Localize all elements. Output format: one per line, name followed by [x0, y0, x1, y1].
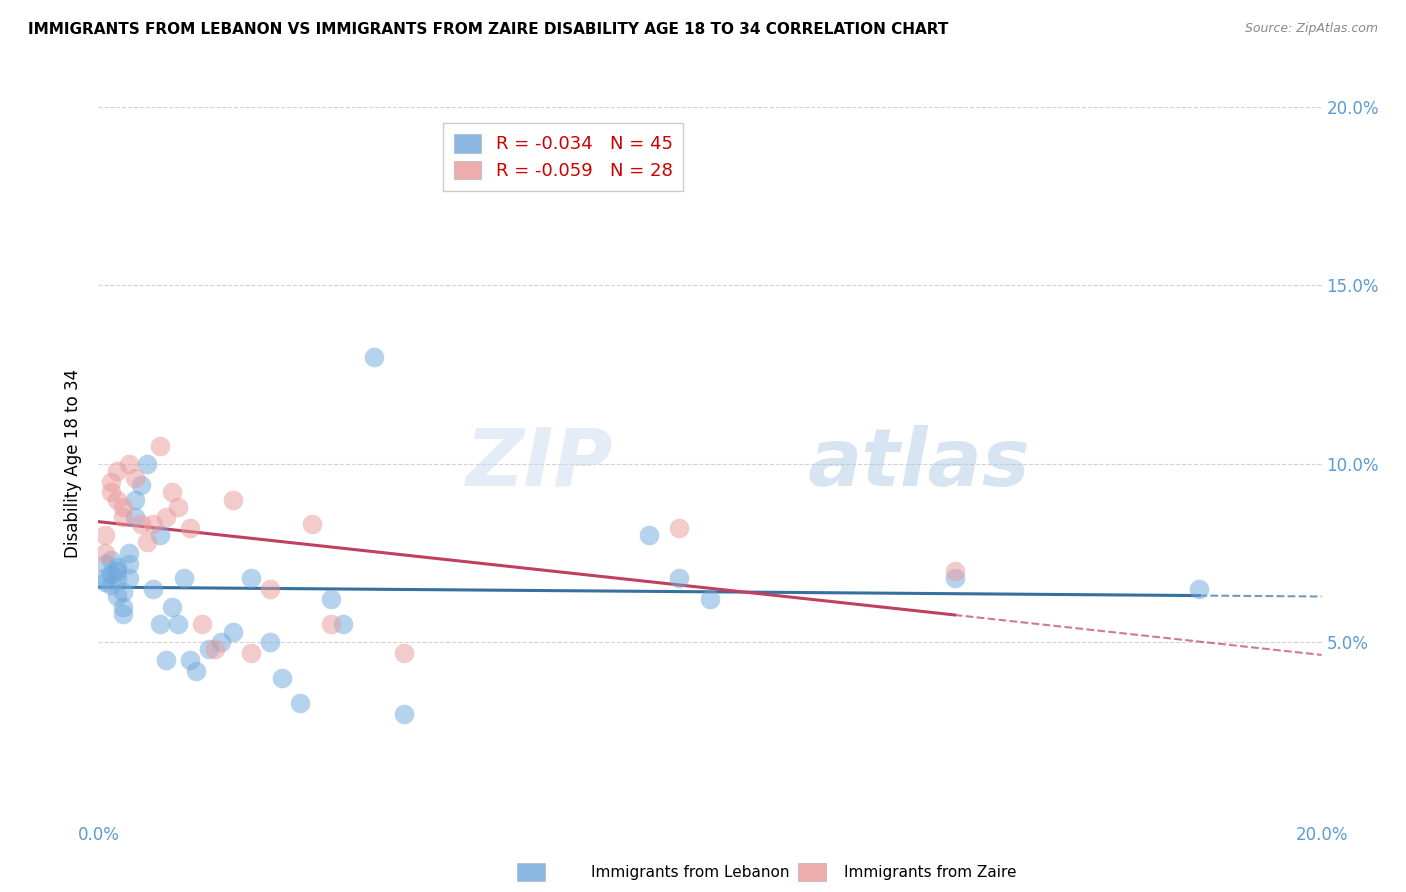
Point	[167, 500, 190, 514]
Point	[332, 617, 354, 632]
Point	[124, 471, 146, 485]
Point	[118, 546, 141, 560]
Point	[179, 653, 201, 667]
Point	[186, 664, 208, 678]
Point	[259, 635, 281, 649]
Point	[105, 464, 128, 478]
Text: ZIP: ZIP	[465, 425, 612, 503]
Point	[129, 478, 152, 492]
Point	[209, 635, 232, 649]
Point	[240, 646, 263, 660]
Point	[319, 617, 342, 632]
Point	[105, 492, 128, 507]
Point	[100, 553, 122, 567]
Y-axis label: Disability Age 18 to 34: Disability Age 18 to 34	[65, 369, 83, 558]
Point	[301, 517, 323, 532]
Legend: R = -0.034   N = 45, R = -0.059   N = 28: R = -0.034 N = 45, R = -0.059 N = 28	[443, 123, 683, 191]
Point	[118, 571, 141, 585]
Point	[124, 492, 146, 507]
Point	[111, 607, 134, 621]
Point	[943, 564, 966, 578]
Point	[160, 599, 183, 614]
Point	[270, 671, 292, 685]
Text: Source: ZipAtlas.com: Source: ZipAtlas.com	[1244, 22, 1378, 36]
Point	[191, 617, 214, 632]
Point	[149, 617, 172, 632]
Point	[111, 585, 134, 599]
Text: Immigrants from Lebanon: Immigrants from Lebanon	[591, 865, 789, 880]
Point	[111, 500, 134, 514]
Point	[93, 557, 115, 571]
Point	[222, 624, 245, 639]
Point	[136, 457, 159, 471]
Point	[124, 510, 146, 524]
Point	[668, 571, 690, 585]
Point	[105, 589, 128, 603]
Bar	[517, 863, 546, 881]
Point	[668, 521, 690, 535]
Point	[943, 571, 966, 585]
Point	[111, 599, 134, 614]
Point	[149, 439, 172, 453]
Point	[149, 528, 172, 542]
Point	[100, 485, 122, 500]
Point	[100, 578, 122, 592]
Point	[179, 521, 201, 535]
Point	[118, 557, 141, 571]
Point	[319, 592, 342, 607]
Point	[93, 528, 115, 542]
Point	[222, 492, 245, 507]
Point	[204, 642, 226, 657]
Point	[160, 485, 183, 500]
Point	[240, 571, 263, 585]
Point	[392, 706, 416, 721]
Point	[100, 567, 122, 582]
Point	[699, 592, 721, 607]
Text: atlas: atlas	[808, 425, 1031, 503]
Text: IMMIGRANTS FROM LEBANON VS IMMIGRANTS FROM ZAIRE DISABILITY AGE 18 TO 34 CORRELA: IMMIGRANTS FROM LEBANON VS IMMIGRANTS FR…	[28, 22, 949, 37]
Point	[136, 535, 159, 549]
Bar	[797, 863, 827, 881]
Point	[105, 571, 128, 585]
Point	[93, 546, 115, 560]
Point	[100, 475, 122, 489]
Point	[167, 617, 190, 632]
Point	[105, 564, 128, 578]
Point	[197, 642, 219, 657]
Point	[173, 571, 195, 585]
Point	[392, 646, 416, 660]
Point	[155, 510, 177, 524]
Point	[142, 582, 165, 596]
Point	[363, 350, 385, 364]
Point	[259, 582, 281, 596]
Point	[155, 653, 177, 667]
Point	[637, 528, 661, 542]
Point	[290, 696, 312, 710]
Text: Immigrants from Zaire: Immigrants from Zaire	[844, 865, 1017, 880]
Point	[93, 574, 115, 589]
Point	[142, 517, 165, 532]
Point	[111, 510, 134, 524]
Point	[105, 560, 128, 574]
Point	[129, 517, 152, 532]
Point	[93, 571, 115, 585]
Point	[1188, 582, 1211, 596]
Point	[118, 457, 141, 471]
